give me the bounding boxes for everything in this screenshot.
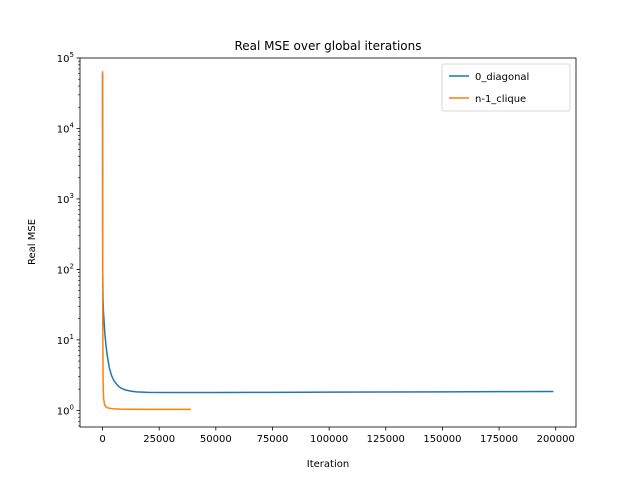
legend: 0_diagonal n-1_clique (441, 63, 571, 112)
y-tick-label: 100 (57, 403, 74, 417)
x-axis-label: Iteration (307, 459, 349, 470)
x-tick-label: 125000 (367, 434, 405, 445)
legend-label-0-diagonal: 0_diagonal (475, 72, 529, 83)
y-tick-label: 103 (57, 192, 74, 206)
x-tick-label: 75000 (257, 434, 289, 445)
legend-label-n-1-clique: n-1_clique (475, 94, 526, 105)
x-tick-label: 200000 (537, 434, 575, 445)
x-tick-label: 150000 (423, 434, 461, 445)
y-axis-label: Real MSE (27, 219, 38, 265)
y-tick-label: 102 (57, 262, 74, 276)
plot-frame (79, 57, 577, 428)
plot-area (80, 58, 576, 427)
x-tick-label: 100000 (310, 434, 348, 445)
y-tick-label: 105 (57, 51, 74, 65)
series-line-1 (101, 71, 191, 411)
chart-title: Real MSE over global iterations (235, 39, 422, 53)
legend-box (441, 63, 571, 112)
x-tick-label: 0 (99, 434, 105, 445)
y-tick-label: 104 (57, 121, 75, 135)
series-line-0 (101, 73, 554, 394)
x-tick-label: 175000 (480, 434, 518, 445)
y-tick-label: 101 (57, 333, 74, 347)
x-tick-label: 50000 (200, 434, 232, 445)
x-tick-label: 25000 (143, 434, 175, 445)
